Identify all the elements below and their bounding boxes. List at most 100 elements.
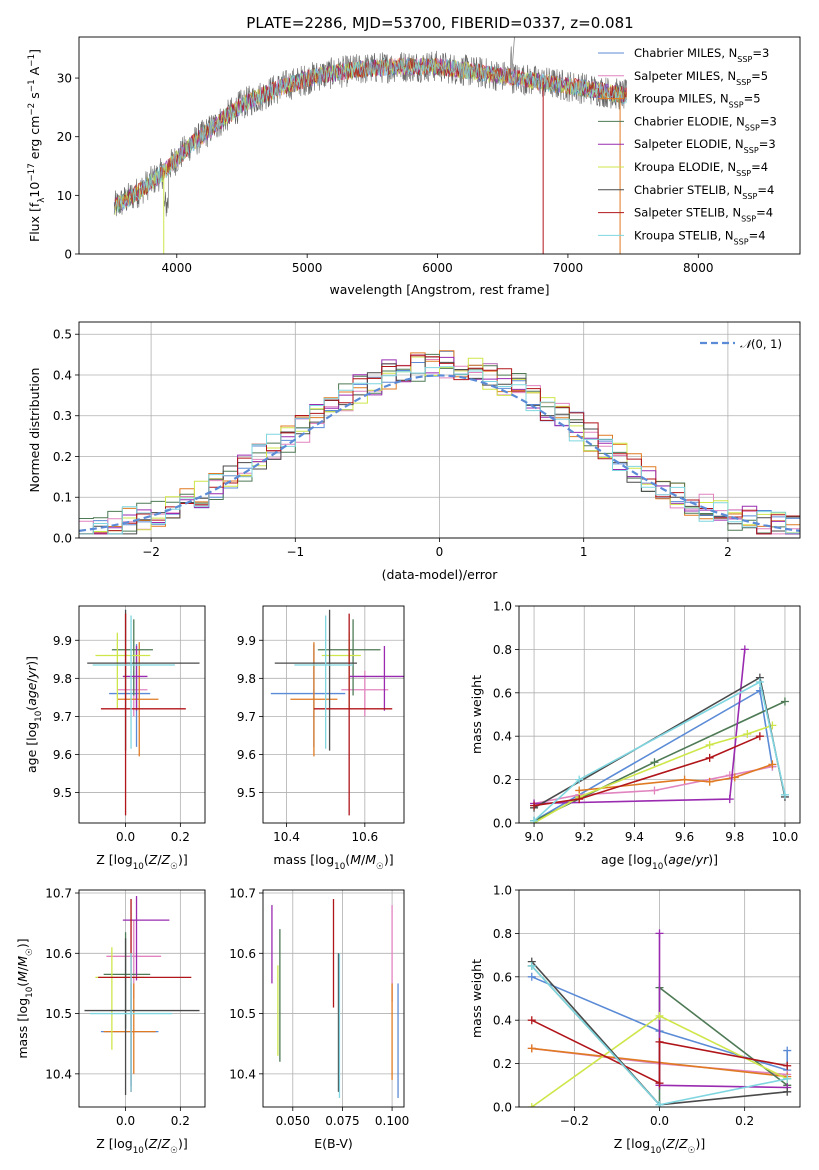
axes-frame xyxy=(78,605,206,824)
y-tick-label: 9.8 xyxy=(53,672,72,686)
histogram-step xyxy=(79,356,800,535)
y-tick-label: 0.4 xyxy=(493,730,512,744)
series-line xyxy=(531,976,788,1072)
y-tick-label: 9.6 xyxy=(53,748,72,762)
x-tick-label: 5000 xyxy=(292,261,323,275)
data-point-marker xyxy=(783,1046,792,1055)
y-tick-label: 10.5 xyxy=(45,1007,72,1021)
legend-label: Salpeter ELODIE, NSSP=3 xyxy=(634,137,776,155)
x-axis-label: age [log10(age/yr)] xyxy=(601,852,718,872)
x-tick-label: 0.2 xyxy=(171,1114,190,1128)
y-tick-label: 0.4 xyxy=(53,368,72,382)
data-point-marker xyxy=(705,777,714,786)
spectrum-model-line xyxy=(113,58,627,215)
x-tick-label: 10.0 xyxy=(772,830,799,844)
legend-label: Kroupa MILES, NSSP=5 xyxy=(634,92,761,110)
data-point-marker xyxy=(755,677,764,686)
x-axis-label: Z [log10(Z/Z☉)] xyxy=(614,1136,706,1156)
data-point-marker xyxy=(655,1037,664,1046)
y-tick-label: 9.5 xyxy=(53,786,72,800)
y-tick-label: 0.8 xyxy=(493,643,512,657)
x-tick-label: 9.2 xyxy=(575,830,594,844)
y-tick-label: 10.4 xyxy=(45,1067,72,1081)
series-line xyxy=(533,765,773,805)
y-tick-label: 10.7 xyxy=(45,887,72,901)
y-tick-label: 0.2 xyxy=(493,1057,512,1071)
y-tick-label: 0.6 xyxy=(493,970,512,984)
x-tick-label: 1 xyxy=(580,545,588,559)
data-point-marker xyxy=(780,790,789,799)
x-tick-label: 10.4 xyxy=(273,830,300,844)
data-point-marker xyxy=(530,801,539,810)
y-tick-label: 0.1 xyxy=(53,491,72,505)
x-axis-label: wavelength [Angstrom, rest frame] xyxy=(329,282,549,297)
spectrum-model-line xyxy=(114,57,627,208)
figure-title: PLATE=2286, MJD=53700, FIBERID=0337, z=0… xyxy=(246,14,633,32)
spectrum-spike xyxy=(511,37,515,73)
x-tick-label: −2 xyxy=(142,545,160,559)
plot-area xyxy=(113,37,627,254)
plot-area xyxy=(530,645,789,823)
legend-label: Salpeter STELIB, NSSP=4 xyxy=(634,206,773,224)
y-tick-label: 0.6 xyxy=(493,686,512,700)
data-point-marker xyxy=(655,929,664,938)
y-tick-label: 20 xyxy=(57,130,72,144)
spectrum-model-line xyxy=(113,57,627,216)
axes-frame xyxy=(518,889,801,1108)
y-axis-label: mass weight xyxy=(469,675,484,754)
series-line xyxy=(533,680,786,822)
histogram-step xyxy=(79,366,800,535)
data-point-marker xyxy=(755,732,764,741)
data-point-marker xyxy=(575,775,584,784)
y-tick-label: 9.9 xyxy=(237,634,256,648)
x-tick-label: 9.6 xyxy=(675,830,694,844)
legend-label: Chabrier STELIB, NSSP=4 xyxy=(634,183,774,201)
x-tick-label: 9.4 xyxy=(625,830,644,844)
data-point-marker xyxy=(655,1079,664,1088)
data-point-marker xyxy=(527,1103,536,1107)
y-tick-label: 10.7 xyxy=(229,887,256,901)
x-tick-label: 8000 xyxy=(683,261,714,275)
plot-area xyxy=(87,609,200,816)
y-tick-label: 10.5 xyxy=(229,1007,256,1021)
normal-curve xyxy=(79,374,800,532)
y-tick-label: 0.3 xyxy=(53,409,72,423)
x-tick-label: −0.2 xyxy=(560,1114,589,1128)
x-tick-label: 9.0 xyxy=(525,830,544,844)
y-tick-label: 9.9 xyxy=(53,634,72,648)
x-axis-label: Z [log10(Z/Z☉)] xyxy=(96,1136,188,1156)
data-point-marker xyxy=(527,1044,536,1053)
series-line xyxy=(531,1019,788,1085)
plot-area xyxy=(527,929,792,1107)
x-tick-label: 0 xyxy=(436,545,444,559)
y-tick-label: 0.8 xyxy=(493,927,512,941)
legend-label: Chabrier ELODIE, NSSP=3 xyxy=(634,114,777,131)
data-point-marker xyxy=(725,795,734,804)
y-axis-label: Normed distribution xyxy=(27,368,42,493)
plot-area xyxy=(270,609,404,816)
y-tick-label: 0.0 xyxy=(493,817,512,831)
y-tick-label: 0.2 xyxy=(493,773,512,787)
axes-frame xyxy=(78,889,206,1108)
histogram-step xyxy=(79,354,800,535)
data-point-marker xyxy=(655,1011,664,1020)
data-point-marker xyxy=(783,1074,792,1083)
y-tick-label: 10.6 xyxy=(45,947,72,961)
data-point-marker xyxy=(575,795,584,804)
y-tick-label: 0 xyxy=(64,248,72,262)
x-tick-label: 0.0 xyxy=(650,1114,669,1128)
y-tick-label: 0.5 xyxy=(53,328,72,342)
y-tick-label: 10.4 xyxy=(229,1067,256,1081)
y-tick-label: 0.0 xyxy=(493,1101,512,1115)
y-tick-label: 9.7 xyxy=(237,710,256,724)
x-tick-label: 0.2 xyxy=(171,830,190,844)
data-point-marker xyxy=(530,816,539,823)
x-tick-label: 10.6 xyxy=(351,830,378,844)
plot-area xyxy=(84,896,200,1095)
data-point-marker xyxy=(655,1100,664,1107)
y-tick-label: 0.2 xyxy=(53,450,72,464)
x-tick-label: 9.8 xyxy=(725,830,744,844)
data-point-marker xyxy=(680,775,689,784)
axes-frame xyxy=(262,889,405,1108)
